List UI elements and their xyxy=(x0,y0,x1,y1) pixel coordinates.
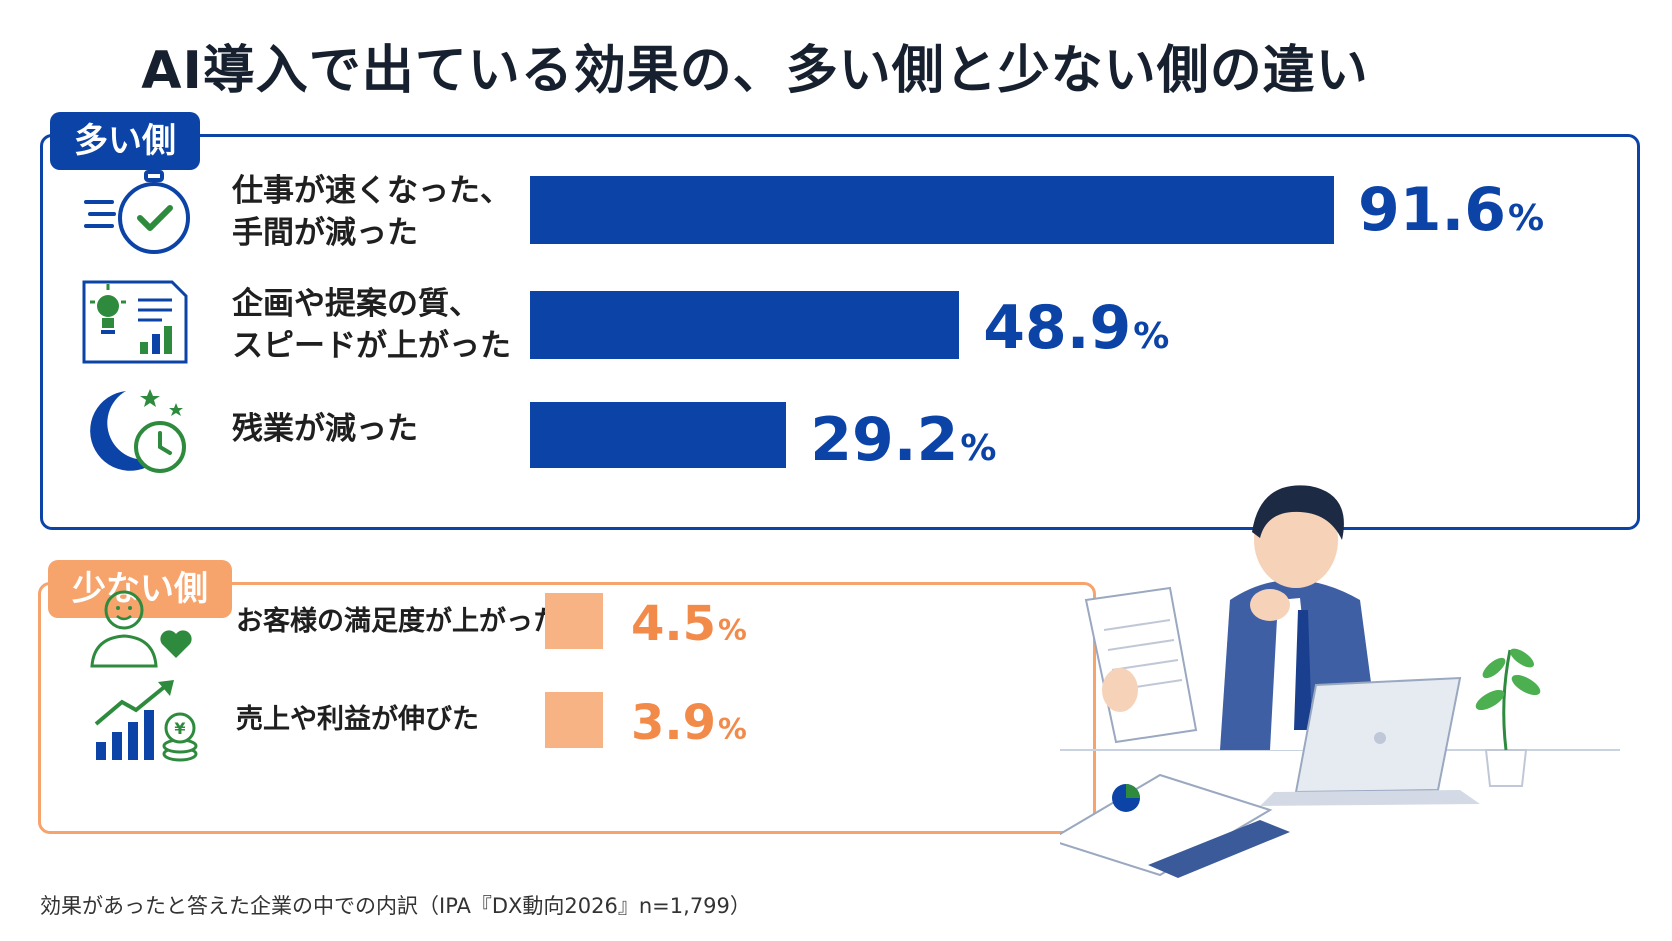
more-side-tag: 多い側 xyxy=(50,112,200,170)
less-side-tag: 少ない側 xyxy=(48,560,232,618)
idea-report-chart-icon xyxy=(82,280,188,368)
more-label-1: 仕事が速くなった、 手間が減った xyxy=(232,170,511,254)
value-number: 91.6 xyxy=(1358,175,1507,245)
svg-text:¥: ¥ xyxy=(174,719,185,738)
value-number: 48.9 xyxy=(983,293,1132,363)
value-unit: % xyxy=(1133,316,1170,357)
value-number: 3.9 xyxy=(631,695,717,751)
less-label-2: 売上や利益が伸びた xyxy=(236,704,479,735)
footnote: 効果があったと答えた企業の中での内訳（IPA『DX動向2026』n=1,799） xyxy=(40,894,751,918)
stopwatch-check-icon xyxy=(84,170,196,264)
value-label: 4.5% xyxy=(631,598,747,656)
page-title: AI導入で出ている効果の、多い側と少ない側の違い xyxy=(141,41,1369,101)
value-number: 29.2 xyxy=(810,405,959,475)
value-unit: % xyxy=(1508,198,1545,239)
value-label: 3.9% xyxy=(631,697,747,755)
moon-clock-icon xyxy=(86,385,190,479)
value-label: 91.6% xyxy=(1358,178,1544,251)
value-label: 29.2% xyxy=(810,408,996,481)
customer-heart-icon xyxy=(88,588,198,672)
value-unit: % xyxy=(718,712,747,746)
more-label-2-line-2: スピードが上がった xyxy=(232,328,511,364)
value-number: 4.5 xyxy=(631,596,717,652)
bar-mark xyxy=(530,291,960,359)
more-label-2-line-1: 企画や提案の質、 xyxy=(232,286,480,322)
more-label-1-line-1: 仕事が速くなった、 xyxy=(232,173,511,209)
bar-mark xyxy=(545,692,603,748)
bar-mark xyxy=(530,402,787,468)
less-label-1: お客様の満足度が上がった xyxy=(236,606,560,637)
value-unit: % xyxy=(960,428,997,469)
more-label-2: 企画や提案の質、 スピードが上がった xyxy=(232,283,511,367)
value-label: 48.9% xyxy=(983,296,1169,369)
more-label-1-line-2: 手間が減った xyxy=(232,215,418,251)
more-label-3: 残業が減った xyxy=(232,411,418,447)
businessman-illustration xyxy=(1047,480,1620,884)
sales-growth-icon: ¥ xyxy=(92,680,202,772)
bar-mark xyxy=(530,176,1334,244)
value-unit: % xyxy=(718,613,747,647)
bar-mark xyxy=(545,593,603,649)
